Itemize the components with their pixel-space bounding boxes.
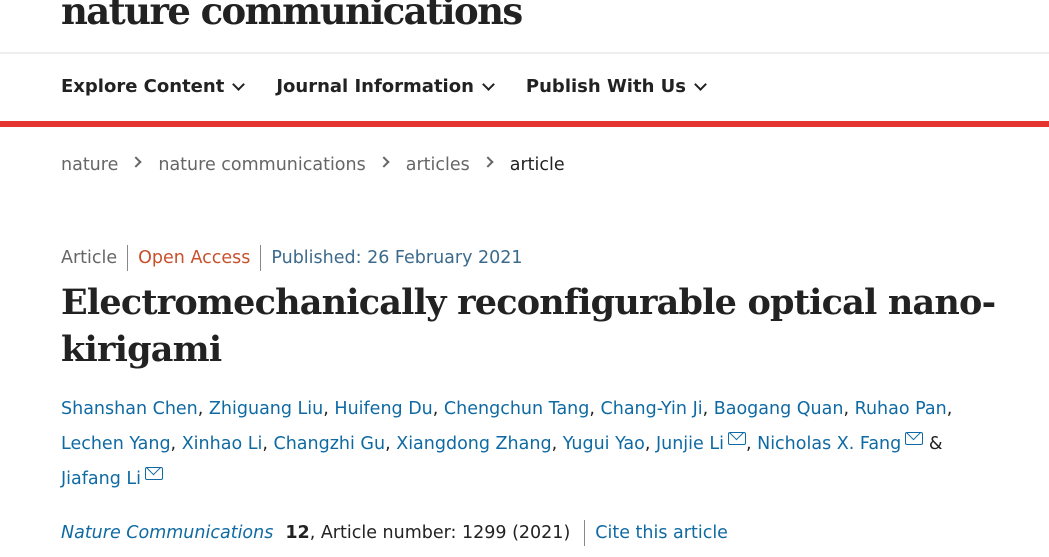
- breadcrumb-articles[interactable]: articles: [405, 155, 470, 175]
- article-type: Article: [61, 248, 118, 268]
- header-divider: [0, 52, 1049, 54]
- envelope-icon[interactable]: [727, 432, 746, 445]
- author-link[interactable]: Changzhi Gu: [273, 434, 386, 454]
- author-link[interactable]: Jiafang Li: [61, 469, 142, 489]
- author-link[interactable]: Nicholas X. Fang: [757, 434, 902, 454]
- breadcrumb-nature-communications[interactable]: nature communications: [158, 155, 366, 175]
- nav-publish-with-us[interactable]: Publish With Us: [525, 76, 707, 97]
- nav-label: Journal Information: [276, 76, 474, 97]
- journal-logo[interactable]: nature communications: [61, 0, 523, 33]
- chevron-down-icon: [482, 77, 495, 91]
- envelope-icon[interactable]: [145, 467, 164, 480]
- cite-this-article-link[interactable]: Cite this article: [595, 523, 728, 543]
- published-date: Published: 26 February 2021: [260, 245, 532, 271]
- accent-bar: [0, 121, 1049, 127]
- divider: [584, 520, 586, 546]
- nav-label: Publish With Us: [525, 76, 686, 97]
- author-link[interactable]: Chengchun Tang: [443, 399, 590, 419]
- nav-journal-information[interactable]: Journal Information: [276, 76, 495, 97]
- chevron-down-icon: [232, 77, 246, 91]
- citation: Nature Communications 12 , Article numbe…: [61, 520, 728, 546]
- article-title: Electromechanically reconfigurable optic…: [61, 282, 996, 370]
- author-link[interactable]: Junjie Li: [655, 434, 724, 454]
- article-number: , Article number: 1299 (2021): [309, 523, 571, 543]
- nav-explore-content[interactable]: Explore Content: [61, 76, 246, 97]
- author-link[interactable]: Lechen Yang: [61, 434, 171, 454]
- envelope-icon[interactable]: [905, 432, 924, 445]
- author-link[interactable]: Xiangdong Zhang: [396, 434, 552, 454]
- author-link[interactable]: Chang-Yin Ji: [600, 399, 703, 419]
- main-nav: Explore Content Journal Information Publ…: [61, 76, 738, 97]
- journal-name: Nature Communications: [61, 523, 274, 543]
- breadcrumb-nature[interactable]: nature: [61, 155, 119, 175]
- chevron-right-icon: [378, 156, 390, 168]
- author-and: &: [928, 434, 943, 454]
- article-meta: Article Open Access Published: 26 Februa…: [61, 245, 533, 271]
- author-link[interactable]: Yugui Yao: [562, 434, 645, 454]
- breadcrumb-current: article: [509, 155, 565, 175]
- nav-label: Explore Content: [61, 76, 225, 97]
- author-link[interactable]: Zhiguang Liu: [208, 399, 324, 419]
- chevron-down-icon: [694, 77, 707, 91]
- author-link[interactable]: Ruhao Pan: [854, 399, 947, 419]
- author-list: Shanshan Chen, Zhiguang Liu, Huifeng Du,…: [61, 399, 953, 489]
- open-access-badge: Open Access: [127, 245, 260, 271]
- author-link[interactable]: Huifeng Du: [334, 399, 433, 419]
- author-link[interactable]: Shanshan Chen: [61, 399, 198, 419]
- chevron-right-icon: [130, 156, 143, 168]
- author-link[interactable]: Xinhao Li: [181, 434, 263, 454]
- chevron-right-icon: [482, 156, 494, 168]
- author-link[interactable]: Baogang Quan: [713, 399, 844, 419]
- volume: 12: [285, 523, 310, 543]
- breadcrumb: nature nature communications articles ar…: [61, 155, 565, 175]
